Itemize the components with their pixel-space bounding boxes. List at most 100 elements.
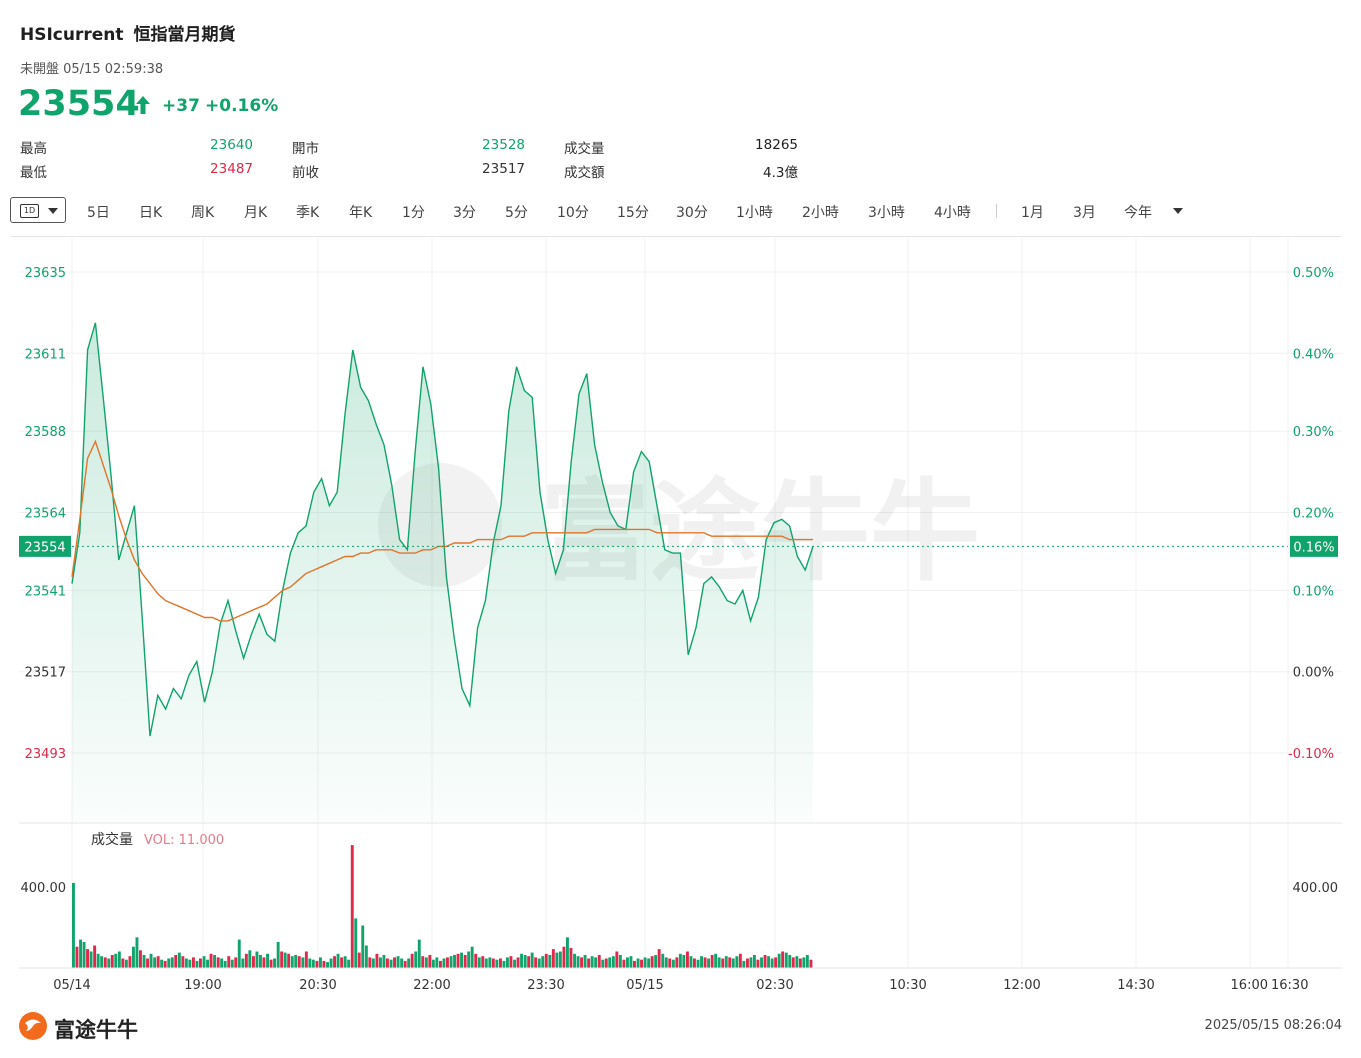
tab-quarter-k[interactable]: 季K: [296, 205, 320, 221]
volume-bar: [611, 956, 615, 968]
price-change-pct: +0.16%: [205, 96, 279, 116]
tab-4hour[interactable]: 4小時: [934, 205, 971, 221]
y-axis-right: 0.50% 0.40% 0.30% 0.20% 0.10% 0.00% -0.10%: [1288, 266, 1334, 762]
tab-1min[interactable]: 1分: [402, 205, 425, 221]
volume-bar: [407, 958, 411, 968]
tabs-divider: [10, 236, 1342, 237]
volume-bar: [671, 959, 675, 968]
y-tick-label: 23564: [25, 507, 66, 522]
volume-bar: [795, 956, 799, 968]
y-tick-label: 23611: [25, 347, 66, 362]
tab-ytd[interactable]: 今年: [1124, 205, 1152, 221]
volume-bar: [664, 957, 668, 968]
chevron-down-icon[interactable]: [1173, 208, 1183, 214]
turnover-value: 4.3億: [763, 165, 798, 181]
volume-bar: [668, 958, 672, 968]
tab-1month[interactable]: 1月: [1021, 205, 1044, 221]
instrument-name: 恒指當月期貨: [133, 25, 236, 45]
volume-bar: [174, 955, 178, 968]
volume-bar: [170, 957, 174, 968]
y-tick-pct-label: 0.30%: [1293, 425, 1334, 440]
last-price: 23554: [18, 84, 140, 124]
volume-bar: [643, 957, 647, 968]
tab-month-k[interactable]: 月K: [244, 205, 268, 221]
volume-bar: [587, 958, 591, 968]
tab-30min[interactable]: 30分: [676, 205, 708, 221]
volume-bar: [107, 958, 111, 968]
volume-bar: [227, 956, 231, 968]
volume-bar: [601, 959, 605, 968]
volume-bar: [742, 960, 746, 968]
volume-bar: [703, 957, 707, 968]
volume-bar: [580, 957, 583, 968]
arrow-up-icon: [136, 96, 150, 114]
volume-bar: [640, 959, 643, 968]
tab-day-k[interactable]: 日K: [139, 205, 163, 221]
tab-year-k[interactable]: 年K: [349, 205, 373, 221]
volume-bar: [326, 962, 329, 968]
volume-bar: [311, 959, 315, 968]
volume-bar: [774, 957, 778, 968]
volume-bar: [477, 957, 481, 968]
prev-close-label: 前收: [292, 165, 319, 181]
price-change: +37: [162, 96, 200, 116]
volume-bar: [368, 957, 372, 968]
volume-bar: [675, 957, 679, 968]
tab-15min[interactable]: 15分: [617, 205, 649, 221]
volume-bar: [760, 957, 763, 968]
tab-10min[interactable]: 10分: [557, 205, 589, 221]
tab-1d-dropdown[interactable]: 1D: [10, 197, 66, 223]
y-tick-label: 23541: [25, 584, 66, 599]
volume-bar: [763, 955, 767, 968]
y-tick-pct-label: 0.50%: [1293, 266, 1334, 281]
volume-bar: [357, 952, 361, 968]
tab-3month[interactable]: 3月: [1073, 205, 1096, 221]
chevron-down-icon: [48, 208, 58, 214]
tab-1hour[interactable]: 1小時: [736, 205, 773, 221]
volume-bar: [82, 942, 86, 968]
y-axis-left: 23635 23611 23588 23564 23541 23517 23493: [25, 266, 66, 762]
x-tick-label: 16:30: [1271, 978, 1308, 993]
volume-bar: [361, 925, 365, 968]
volume-bar: [244, 953, 248, 968]
volume-bar: [548, 955, 552, 968]
volume-bar: [678, 953, 682, 968]
volume-bar: [724, 956, 728, 968]
volume-bar: [583, 955, 587, 968]
volume-bar: [163, 960, 167, 968]
volume-bar: [502, 960, 506, 968]
volume-bar: [728, 957, 732, 968]
volume-bar: [319, 957, 322, 968]
x-tick-label: 19:00: [184, 978, 221, 993]
volume-bar: [128, 956, 132, 968]
tab-3min[interactable]: 3分: [453, 205, 476, 221]
volume-bar: [753, 955, 756, 968]
tab-3hour[interactable]: 3小時: [868, 205, 905, 221]
volume-bar: [241, 958, 245, 968]
volume-bar: [626, 957, 629, 968]
volume-bar: [343, 956, 347, 968]
volume-bar: [297, 956, 301, 968]
timestamp: 2025/05/15 08:26:04: [1204, 1018, 1342, 1033]
volume-bar: [661, 953, 665, 968]
volume-bar: [735, 956, 739, 968]
y-tick-pct-label: -0.10%: [1288, 747, 1334, 762]
tab-2hour[interactable]: 2小時: [802, 205, 839, 221]
volume-bar: [597, 955, 601, 968]
volume-bar: [470, 946, 474, 968]
x-tick-label: 05/15: [626, 978, 663, 993]
volume-indicator: VOL: 11.000: [144, 833, 224, 848]
volume-bar: [710, 955, 714, 968]
tab-5min[interactable]: 5分: [505, 205, 528, 221]
tab-5d[interactable]: 5日: [87, 205, 110, 221]
volume-bar: [805, 955, 809, 968]
volume-bar: [89, 951, 93, 968]
volume-bar: [604, 958, 608, 968]
volume-bar: [633, 960, 636, 968]
open-label: 開市: [292, 141, 319, 157]
volume-bar: [700, 956, 703, 968]
volume-bar: [636, 958, 640, 968]
tab-week-k[interactable]: 周K: [191, 205, 215, 221]
volume-bars: [72, 845, 813, 968]
